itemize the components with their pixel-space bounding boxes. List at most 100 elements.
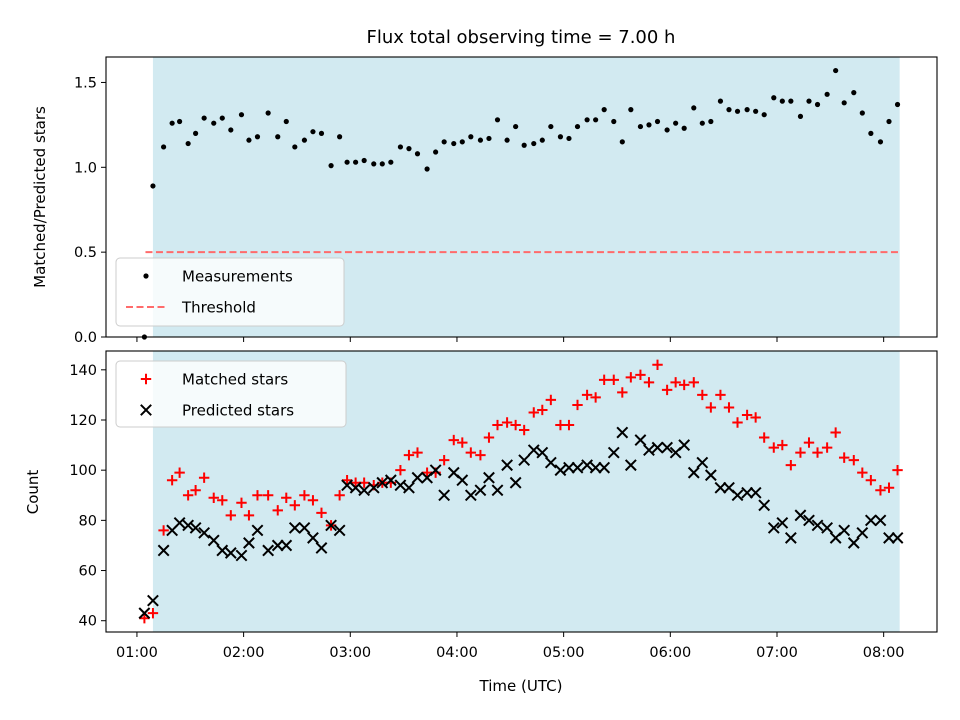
y-tick-label: 0.0	[74, 330, 97, 346]
data-point	[161, 144, 167, 150]
data-point	[182, 519, 195, 532]
data-point	[501, 459, 514, 472]
data-point	[566, 135, 572, 142]
data-point	[225, 510, 237, 521]
data-point	[307, 495, 319, 506]
data-point	[705, 402, 717, 413]
data-point	[518, 424, 530, 436]
x-tick-label: 01:00	[116, 645, 158, 661]
data-point	[483, 432, 495, 443]
data-point	[403, 449, 415, 461]
data-point	[857, 467, 868, 478]
data-point	[704, 469, 717, 482]
data-point	[611, 118, 617, 125]
data-point	[243, 537, 255, 549]
data-point	[397, 144, 404, 150]
data-point	[874, 514, 887, 527]
data-point	[513, 123, 519, 130]
data-point	[806, 98, 812, 104]
data-point	[201, 115, 207, 121]
data-point	[894, 101, 901, 108]
x-tick-label: 06:00	[649, 645, 691, 661]
data-point	[646, 122, 652, 128]
data-point	[785, 459, 797, 471]
data-point	[182, 490, 194, 501]
data-point	[617, 387, 628, 398]
data-point	[527, 444, 540, 457]
data-point	[139, 613, 150, 624]
data-point	[433, 149, 439, 155]
data-point	[803, 437, 815, 448]
data-point	[554, 464, 567, 477]
data-point	[325, 519, 337, 532]
data-point	[608, 374, 619, 386]
data-point	[750, 412, 761, 423]
data-point	[571, 461, 584, 474]
data-point	[318, 130, 325, 136]
data-point	[681, 125, 687, 131]
data-point	[731, 489, 744, 502]
data-point	[761, 112, 767, 118]
data-point	[563, 461, 575, 474]
legend-count: Matched stars Predicted stars	[115, 360, 347, 428]
data-point	[414, 151, 421, 157]
data-point	[625, 372, 637, 383]
y-tick-label: 60	[79, 564, 97, 580]
data-point	[235, 549, 248, 562]
data-point	[457, 437, 468, 448]
data-point	[216, 544, 229, 557]
data-point	[803, 514, 815, 527]
y-tick-label: 1.0	[74, 160, 97, 176]
data-point	[779, 98, 785, 104]
data-point	[652, 359, 663, 370]
data-point	[301, 137, 308, 143]
data-point	[298, 521, 311, 534]
data-point	[699, 120, 705, 126]
data-point	[185, 140, 191, 147]
data-point	[238, 112, 245, 118]
data-point	[169, 120, 175, 126]
data-point	[661, 384, 673, 396]
data-point	[696, 456, 709, 469]
data-point	[474, 484, 487, 497]
data-point	[228, 127, 234, 133]
data-point	[316, 507, 327, 519]
legend-ratio: Measurements Threshold	[115, 257, 345, 327]
data-point	[198, 526, 211, 539]
data-point	[643, 444, 655, 457]
data-point	[544, 456, 557, 469]
data-point	[619, 139, 625, 145]
data-point	[224, 547, 237, 559]
data-point	[572, 399, 583, 411]
data-point	[856, 526, 869, 539]
data-point	[531, 140, 537, 147]
data-point	[795, 447, 806, 458]
data-point	[518, 454, 531, 467]
data-point	[726, 107, 732, 113]
data-point	[841, 100, 847, 106]
axes-frame-ratio	[105, 56, 938, 338]
data-point	[406, 146, 412, 152]
data-point	[767, 521, 780, 534]
data-point	[678, 379, 690, 391]
data-point	[307, 532, 319, 544]
data-point	[758, 432, 770, 443]
data-point	[283, 118, 289, 125]
x-tick-label: 02:00	[223, 645, 265, 661]
data-point	[598, 461, 611, 474]
data-point	[848, 454, 859, 466]
data-point	[198, 472, 210, 483]
data-point	[341, 475, 353, 486]
y-axis-label-count: Count	[24, 470, 42, 515]
data-point	[211, 120, 217, 126]
data-point	[851, 90, 857, 96]
data-point	[868, 130, 874, 136]
chart-title: Flux total observing time = 7.00 h	[367, 27, 676, 48]
data-point	[877, 139, 884, 145]
data-point	[812, 447, 823, 458]
data-point	[438, 454, 450, 466]
data-point	[501, 417, 513, 428]
data-point	[207, 534, 220, 547]
data-point	[310, 129, 316, 135]
